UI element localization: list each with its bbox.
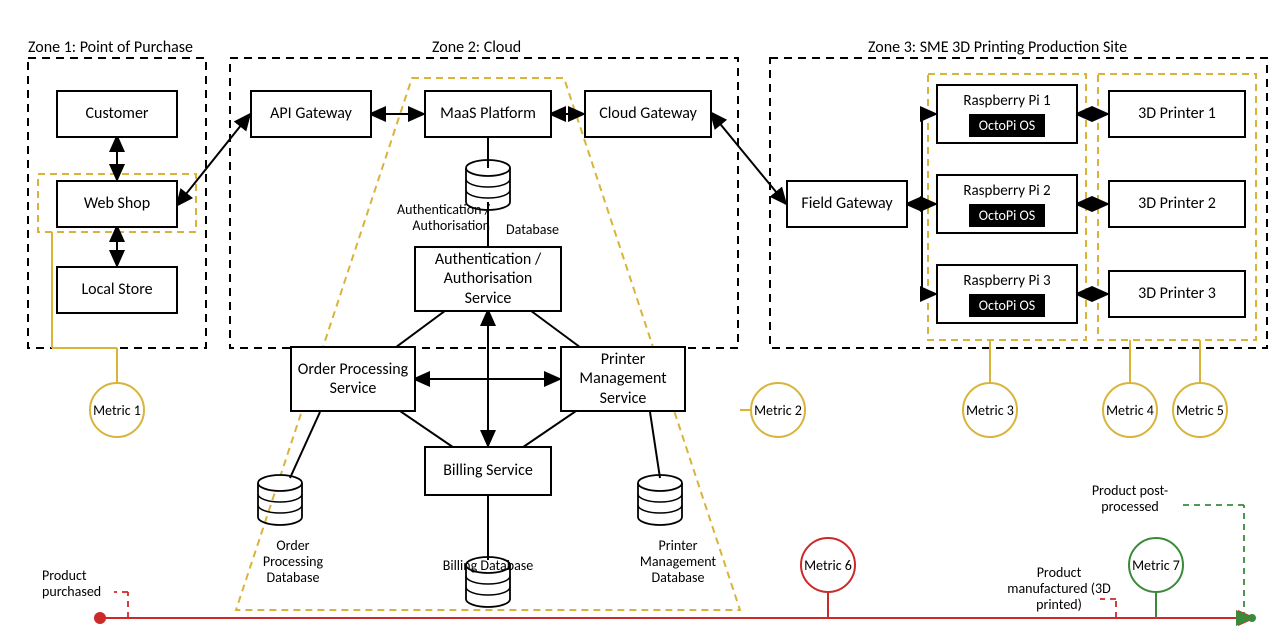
pi1-os-badge: OctoPi OS <box>969 114 1045 137</box>
fieldgw-node: Field Gateway <box>786 180 908 228</box>
bill-db-label: Billing Database <box>418 558 558 574</box>
printersvc-node: Printer Management Service <box>560 346 686 412</box>
m5-circle: Metric 5 <box>1172 382 1228 438</box>
pi3-node: Raspberry Pi 3 OctoPi OS <box>936 264 1078 324</box>
timeline-postprocessed-label: Product post-processed <box>1070 483 1190 515</box>
m3-circle: Metric 3 <box>962 382 1018 438</box>
apigw-node: API Gateway <box>250 90 372 138</box>
auth-db-label: Authentication / Authorisation <box>370 202 490 234</box>
z2-label: Zone 2: Cloud <box>432 38 521 57</box>
pi2-node: Raspberry Pi 2 OctoPi OS <box>936 174 1078 234</box>
m4-circle: Metric 4 <box>1102 382 1158 438</box>
m1-circle: Metric 1 <box>89 382 145 438</box>
pi2-label: Raspberry Pi 2 <box>963 182 1050 200</box>
diagram-stage: { "canvas": { "width": 1280, "height": 6… <box>0 0 1280 639</box>
maas-node: MaaS Platform <box>424 90 552 138</box>
auth-db-label2: Database <box>506 222 559 238</box>
z3-label: Zone 3: SME 3D Printing Production Site <box>868 38 1127 57</box>
prn1-node: 3D Printer 1 <box>1108 90 1246 138</box>
order-db-label: Order Processing Database <box>248 538 338 586</box>
timeline-purchased-label: Product purchased <box>42 568 122 600</box>
pi2-os-badge: OctoPi OS <box>969 204 1045 227</box>
customer-node: Customer <box>56 90 178 138</box>
prn2-node: 3D Printer 2 <box>1108 180 1246 228</box>
ordersvc-node: Order Processing Service <box>290 346 416 412</box>
z1-label: Zone 1: Point of Purchase <box>28 38 193 57</box>
pi1-node: Raspberry Pi 1 OctoPi OS <box>936 84 1078 144</box>
prn3-node: 3D Printer 3 <box>1108 270 1246 318</box>
pi1-label: Raspberry Pi 1 <box>963 92 1050 110</box>
m6-circle: Metric 6 <box>800 537 856 593</box>
billsvc-node: Billing Service <box>424 446 552 496</box>
m7-circle: Metric 7 <box>1128 537 1184 593</box>
timeline-manufactured-label: Product manufactured (3D printed) <box>1004 565 1114 613</box>
pi3-label: Raspberry Pi 3 <box>963 272 1050 290</box>
pi3-os-badge: OctoPi OS <box>969 294 1045 317</box>
authsvc-node: Authentication / Authorisation Service <box>414 246 562 312</box>
webshop-node: Web Shop <box>56 180 178 228</box>
m2-circle: Metric 2 <box>750 382 806 438</box>
cloudgw-node: Cloud Gateway <box>584 90 712 138</box>
localstore-node: Local Store <box>56 266 178 314</box>
printer-db-label: Printer Management Database <box>628 538 728 586</box>
